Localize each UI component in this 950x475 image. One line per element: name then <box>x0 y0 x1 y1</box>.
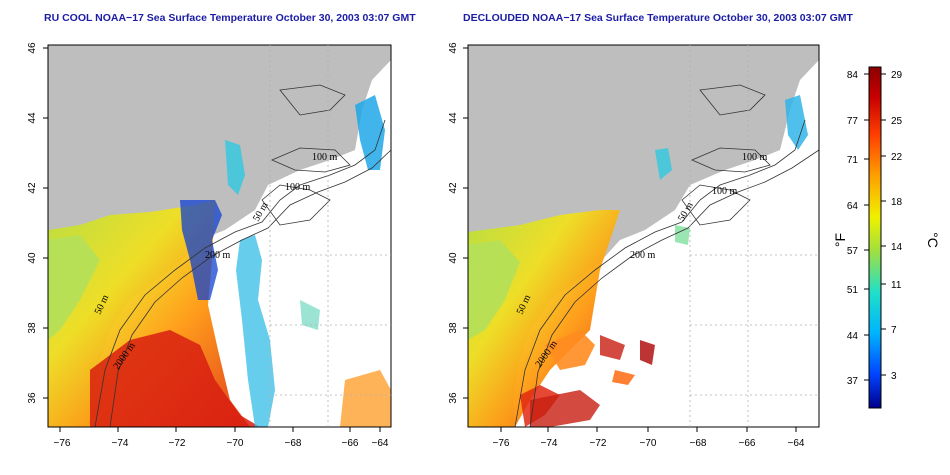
y-tick-label: 36 <box>27 392 38 404</box>
y-tick-label: 44 <box>27 112 38 124</box>
x-tick-label: −66 <box>739 438 756 449</box>
fahrenheit-tick: 57 <box>847 246 859 257</box>
x-tick-label: −64 <box>372 438 389 449</box>
y-tick-label: 36 <box>448 392 459 404</box>
celsius-tick: 29 <box>891 70 903 81</box>
right-grid <box>689 45 819 427</box>
colorbar-gradient <box>868 66 882 409</box>
fahrenheit-tick: 37 <box>847 376 859 387</box>
land-mass <box>468 45 819 427</box>
fahrenheit-tick: 77 <box>847 116 859 127</box>
celsius-tick: 11 <box>891 280 902 291</box>
x-tick-label: −74 <box>541 438 558 449</box>
y-tick-label: 46 <box>448 42 459 54</box>
celsius-tick: 3 <box>891 371 897 382</box>
celsius-tick: 14 <box>891 242 903 253</box>
contour-label: 100 m <box>712 186 738 197</box>
contour-label: 100 m <box>312 152 338 163</box>
fahrenheit-unit-label: °F <box>832 233 848 247</box>
x-tick-label: −68 <box>285 438 302 449</box>
y-tick-label: 46 <box>27 42 38 54</box>
x-tick-label: −70 <box>640 438 657 449</box>
left-panel-title: RU COOL NOAA−17 Sea Surface Temperature … <box>44 12 416 24</box>
fahrenheit-tick: 71 <box>847 155 859 166</box>
celsius-unit-label: °C <box>925 232 941 248</box>
land-mass <box>48 45 391 427</box>
left-grid <box>269 45 391 427</box>
contour-label: 200 m <box>630 250 656 261</box>
y-tick-label: 40 <box>448 252 459 264</box>
left-map-content <box>48 45 391 427</box>
contour-label: 100 m <box>285 182 311 193</box>
x-tick-label: −66 <box>342 438 359 449</box>
x-tick-label: −72 <box>590 438 607 449</box>
x-tick-label: −76 <box>493 438 510 449</box>
bathymetry-contours <box>514 84 819 427</box>
x-tick-label: −64 <box>788 438 805 449</box>
x-tick-label: −74 <box>112 438 129 449</box>
left-map-panel: 100 m 100 m 50 m 200 m 50 m 2000 m −76 −… <box>27 42 392 449</box>
celsius-tick: 22 <box>891 152 903 163</box>
fahrenheit-tick: 84 <box>847 70 859 81</box>
contour-label: 100 m <box>742 152 768 163</box>
fahrenheit-tick: 44 <box>847 331 859 342</box>
x-tick-label: −72 <box>169 438 186 449</box>
y-tick-label: 40 <box>27 252 38 264</box>
y-tick-label: 42 <box>27 182 38 194</box>
right-panel-title: DECLOUDED NOAA−17 Sea Surface Temperatur… <box>463 12 853 24</box>
x-tick-label: −68 <box>690 438 707 449</box>
temperature-colorbar: 84 77 71 64 57 51 44 37 29 25 22 18 14 1… <box>832 66 941 409</box>
celsius-tick: 7 <box>891 325 897 336</box>
fahrenheit-tick: 51 <box>847 285 859 296</box>
fahrenheit-tick: 64 <box>847 201 859 212</box>
celsius-tick: 25 <box>891 116 903 127</box>
y-tick-label: 38 <box>448 322 459 334</box>
contour-label: 200 m <box>205 250 231 261</box>
right-map-panel: 100 m 100 m 50 m 200 m 50 m 2000 m −76 −… <box>448 42 820 449</box>
x-tick-label: −76 <box>54 438 71 449</box>
celsius-tick: 18 <box>891 197 903 208</box>
bathymetry-contours <box>94 84 391 427</box>
left-plot-frame <box>47 44 392 428</box>
y-tick-label: 42 <box>448 182 459 194</box>
x-tick-label: −70 <box>227 438 244 449</box>
y-tick-label: 38 <box>27 322 38 334</box>
right-plot-frame <box>467 44 820 428</box>
y-tick-label: 44 <box>448 112 459 124</box>
right-map-content <box>468 45 819 427</box>
